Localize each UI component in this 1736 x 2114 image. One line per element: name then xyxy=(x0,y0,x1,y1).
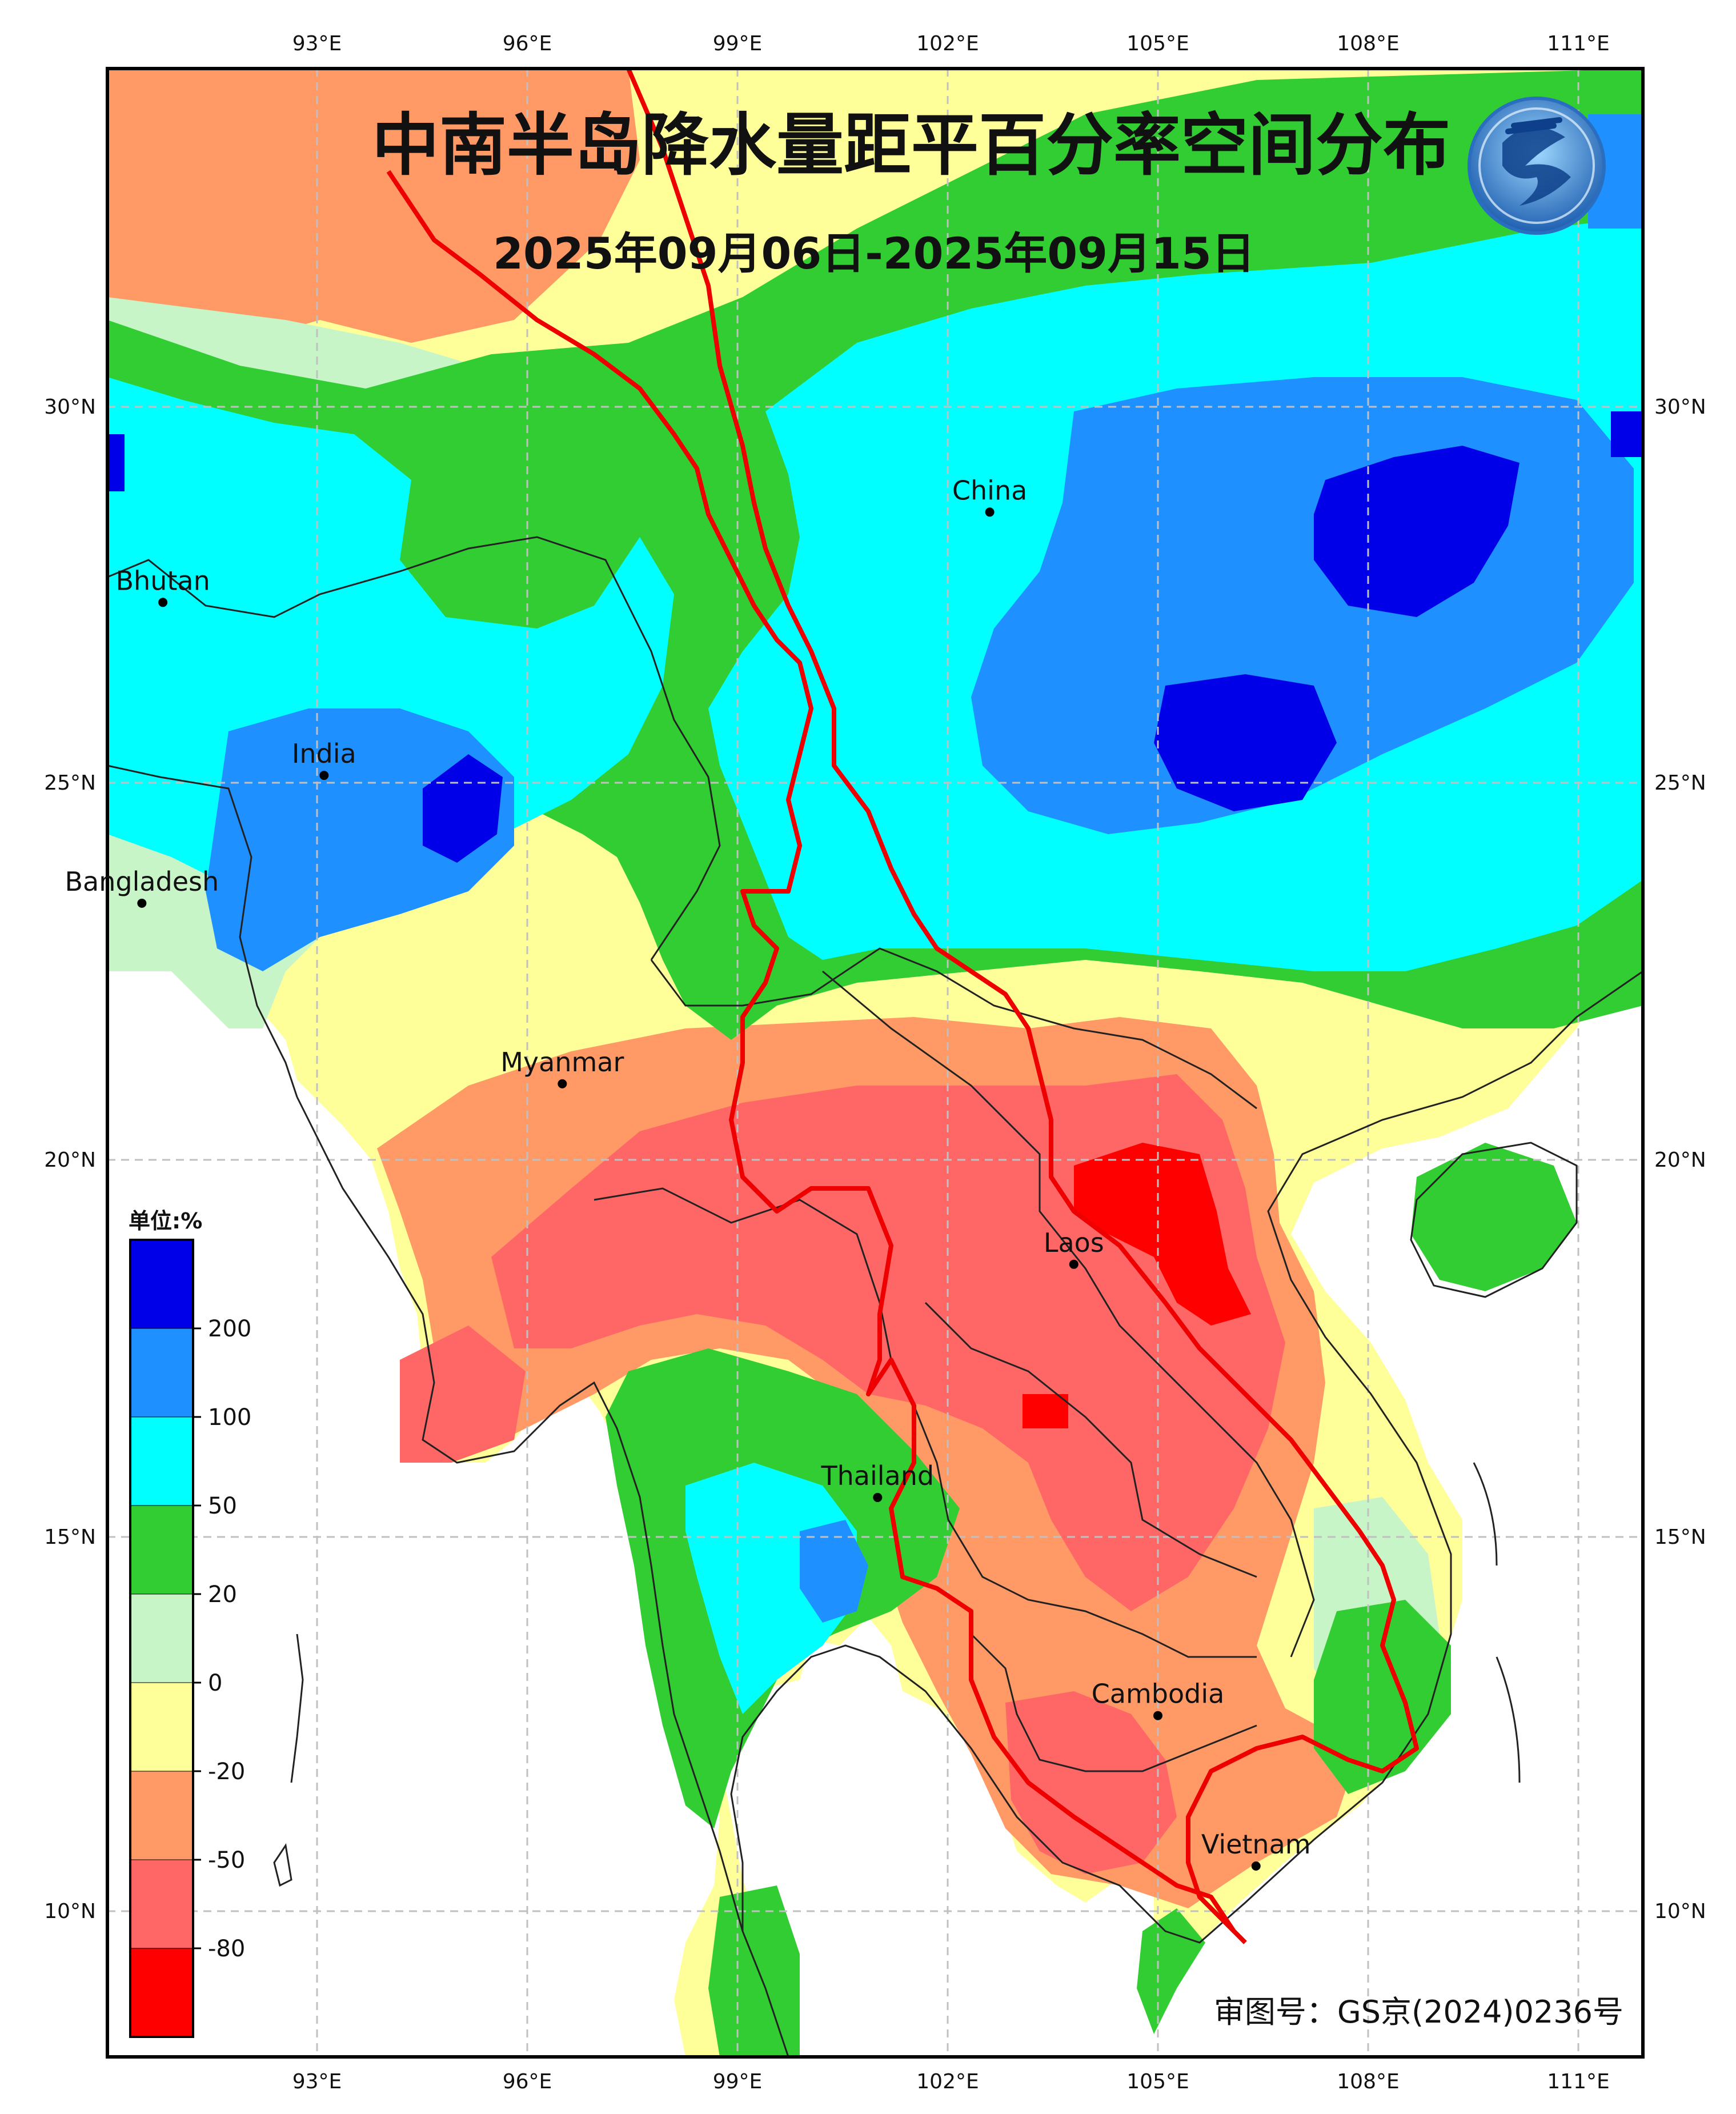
legend-tick-label-1: 100 xyxy=(208,1404,251,1431)
lon-label-93-bottom: 93°E xyxy=(292,2070,342,2093)
lon-labels-bottom: 93°E 96°E 99°E 102°E 105°E 108°E 111°E xyxy=(292,2070,1610,2093)
red-river-line xyxy=(386,69,1419,1944)
legend-bin-4 xyxy=(130,1593,194,1683)
patch-deepblue-assam xyxy=(423,754,503,863)
place-marker-cambodia xyxy=(1153,1711,1162,1720)
legend-bin-0 xyxy=(130,1239,194,1329)
lon-label-99-top: 99°E xyxy=(713,32,763,55)
legend-colorbar xyxy=(129,1239,194,2038)
place-label-bhutan: Bhutan xyxy=(116,565,210,596)
patch-green-mekong-delta xyxy=(1137,1908,1205,2034)
lon-label-105-bottom: 105°E xyxy=(1126,2070,1189,2093)
lon-label-108-top: 108°E xyxy=(1337,32,1399,55)
place-label-laos: Laos xyxy=(1044,1227,1104,1258)
lon-label-99-bottom: 99°E xyxy=(713,2070,763,2093)
legend-colorbar-outline xyxy=(129,1239,194,2038)
patch-green-peninsula xyxy=(708,1885,800,2057)
lat-label-20-right: 20°N xyxy=(1654,1148,1706,1172)
legend-tick-label-0: 200 xyxy=(208,1316,251,1342)
lon-label-93-top: 93°E xyxy=(292,32,342,55)
lon-label-102-bottom: 102°E xyxy=(916,2070,979,2093)
lon-label-108-bottom: 108°E xyxy=(1337,2070,1399,2093)
patch-dry-lightred-west xyxy=(400,1326,526,1463)
legend-bin-6 xyxy=(130,1771,194,1860)
legend-bin-7 xyxy=(130,1859,194,1949)
legend-tick-label-5: -20 xyxy=(208,1759,245,1785)
patch-dry-red-small xyxy=(1023,1394,1068,1428)
map-subtitle: 2025年09月06日-2025年09月15日 xyxy=(493,228,1255,279)
legend-tick-label-2: 50 xyxy=(208,1493,237,1519)
map-area xyxy=(107,69,1643,2057)
place-label-cambodia: Cambodia xyxy=(1092,1679,1225,1709)
lat-label-15-right: 15°N xyxy=(1654,1526,1706,1549)
place-marker-myanmar xyxy=(558,1079,567,1088)
place-marker-vietnam xyxy=(1251,1861,1261,1871)
place-marker-thailand xyxy=(873,1492,883,1502)
lat-labels-left: 30°N 25°N 20°N 15°N 10°N xyxy=(44,395,96,1923)
place-marker-india xyxy=(319,771,329,780)
lat-label-10-right: 10°N xyxy=(1654,1900,1706,1923)
lon-label-111-top: 111°E xyxy=(1547,32,1609,55)
lat-label-25-right: 25°N xyxy=(1654,771,1706,795)
lat-label-30-right: 30°N xyxy=(1654,395,1706,419)
graticule xyxy=(107,69,1643,2057)
place-marker-bhutan xyxy=(158,598,168,607)
lon-label-105-top: 105°E xyxy=(1126,32,1189,55)
legend-bin-3 xyxy=(130,1505,194,1595)
legend-tick-label-7: -80 xyxy=(208,1936,245,1962)
map-frame xyxy=(106,67,1645,2059)
patch-dry-lightred-south xyxy=(1005,1691,1177,1874)
legend-tick-label-6: -50 xyxy=(208,1847,245,1873)
patch-deepblue-central xyxy=(1154,674,1337,811)
anomaly-patches xyxy=(107,69,1643,2057)
lat-label-10-left: 10°N xyxy=(44,1900,96,1923)
lon-label-96-top: 96°E xyxy=(503,32,552,55)
place-label-india: India xyxy=(292,738,356,769)
lat-labels-right: 30°N 25°N 20°N 15°N 10°N xyxy=(1654,395,1706,1923)
place-label-bangladesh: Bangladesh xyxy=(65,866,219,897)
lon-label-102-top: 102°E xyxy=(916,32,979,55)
patch-deepblue-west-edge xyxy=(107,434,125,491)
place-label-china: China xyxy=(952,475,1027,506)
place-label-vietnam: Vietnam xyxy=(1201,1829,1311,1860)
approval-number: 审图号：GS京(2024)0236号 xyxy=(1214,1994,1623,2030)
place-marker-china xyxy=(985,507,995,517)
patch-green-hainan xyxy=(1411,1143,1577,1291)
legend-unit-label: 单位:% xyxy=(129,1208,202,1234)
legend-tick-label-4: 0 xyxy=(208,1670,222,1696)
lon-label-96-bottom: 96°E xyxy=(503,2070,552,2093)
place-labels: China Bhutan India Bangladesh Myanmar Laos Tha… xyxy=(65,475,1311,1871)
lon-labels-top: 93°E 96°E 99°E 102°E 105°E 108°E 111°E xyxy=(292,32,1610,55)
patch-dry-red-north-vietnam xyxy=(1074,1143,1251,1326)
legend-bin-8 xyxy=(130,1948,194,2037)
patch-deepblue-north xyxy=(1314,446,1519,617)
cma-logo-icon xyxy=(1468,97,1606,235)
borders xyxy=(107,536,1643,2057)
place-label-myanmar: Myanmar xyxy=(500,1047,624,1078)
lon-label-111-bottom: 111°E xyxy=(1547,2070,1609,2093)
patch-cyan-gulf xyxy=(685,1463,857,1714)
map-title: 中南半岛降水量距平百分率空间分布 xyxy=(372,106,1450,185)
place-label-thailand: Thailand xyxy=(821,1460,935,1491)
legend-bin-2 xyxy=(130,1416,194,1506)
legend-tick-label-3: 20 xyxy=(208,1582,237,1608)
patch-deepblue-edge xyxy=(1611,411,1643,457)
lat-label-15-left: 15°N xyxy=(44,1526,96,1549)
patch-blue-assam xyxy=(206,708,514,971)
place-marker-bangladesh xyxy=(137,898,147,908)
lat-label-25-left: 25°N xyxy=(44,771,96,795)
lat-label-30-left: 30°N xyxy=(44,395,96,419)
lat-label-20-left: 20°N xyxy=(44,1148,96,1172)
legend-bin-5 xyxy=(130,1682,194,1772)
legend-bin-1 xyxy=(130,1328,194,1418)
patch-blue-thailand xyxy=(800,1520,868,1623)
place-marker-laos xyxy=(1069,1259,1079,1269)
